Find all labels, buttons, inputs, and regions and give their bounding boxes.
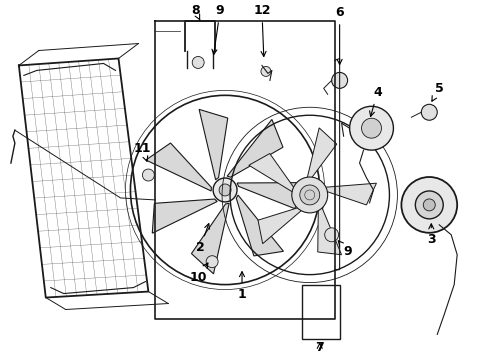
Text: 5: 5 [432, 82, 443, 101]
Text: 9: 9 [212, 4, 224, 54]
Polygon shape [306, 128, 337, 181]
Circle shape [416, 191, 443, 219]
Text: 12: 12 [253, 4, 270, 57]
Polygon shape [146, 143, 211, 191]
Text: 1: 1 [238, 272, 246, 301]
Circle shape [213, 178, 237, 202]
Polygon shape [199, 109, 228, 180]
Polygon shape [237, 183, 309, 208]
Polygon shape [321, 183, 376, 205]
Circle shape [206, 256, 218, 268]
Text: 4: 4 [369, 86, 382, 116]
Circle shape [362, 118, 382, 138]
Circle shape [292, 177, 328, 213]
Polygon shape [236, 195, 283, 256]
Text: 6: 6 [335, 6, 344, 64]
Circle shape [143, 169, 154, 181]
Circle shape [401, 177, 457, 233]
Polygon shape [152, 199, 217, 233]
Circle shape [349, 106, 393, 150]
Polygon shape [227, 120, 283, 177]
Text: 8: 8 [191, 4, 200, 20]
Circle shape [332, 72, 347, 88]
Text: 2: 2 [196, 224, 209, 254]
Polygon shape [258, 207, 304, 244]
Bar [302, 285, 340, 339]
Text: 11: 11 [134, 141, 151, 161]
Circle shape [219, 184, 231, 196]
Polygon shape [192, 203, 229, 274]
Circle shape [300, 185, 319, 205]
Polygon shape [318, 204, 342, 255]
Text: 3: 3 [427, 224, 436, 246]
Text: 7: 7 [316, 341, 324, 354]
Circle shape [421, 104, 437, 120]
Circle shape [325, 228, 339, 242]
Text: 9: 9 [338, 241, 352, 258]
Circle shape [423, 199, 435, 211]
Text: 10: 10 [190, 263, 208, 284]
Circle shape [261, 67, 271, 76]
Circle shape [192, 57, 204, 68]
Polygon shape [249, 153, 296, 194]
